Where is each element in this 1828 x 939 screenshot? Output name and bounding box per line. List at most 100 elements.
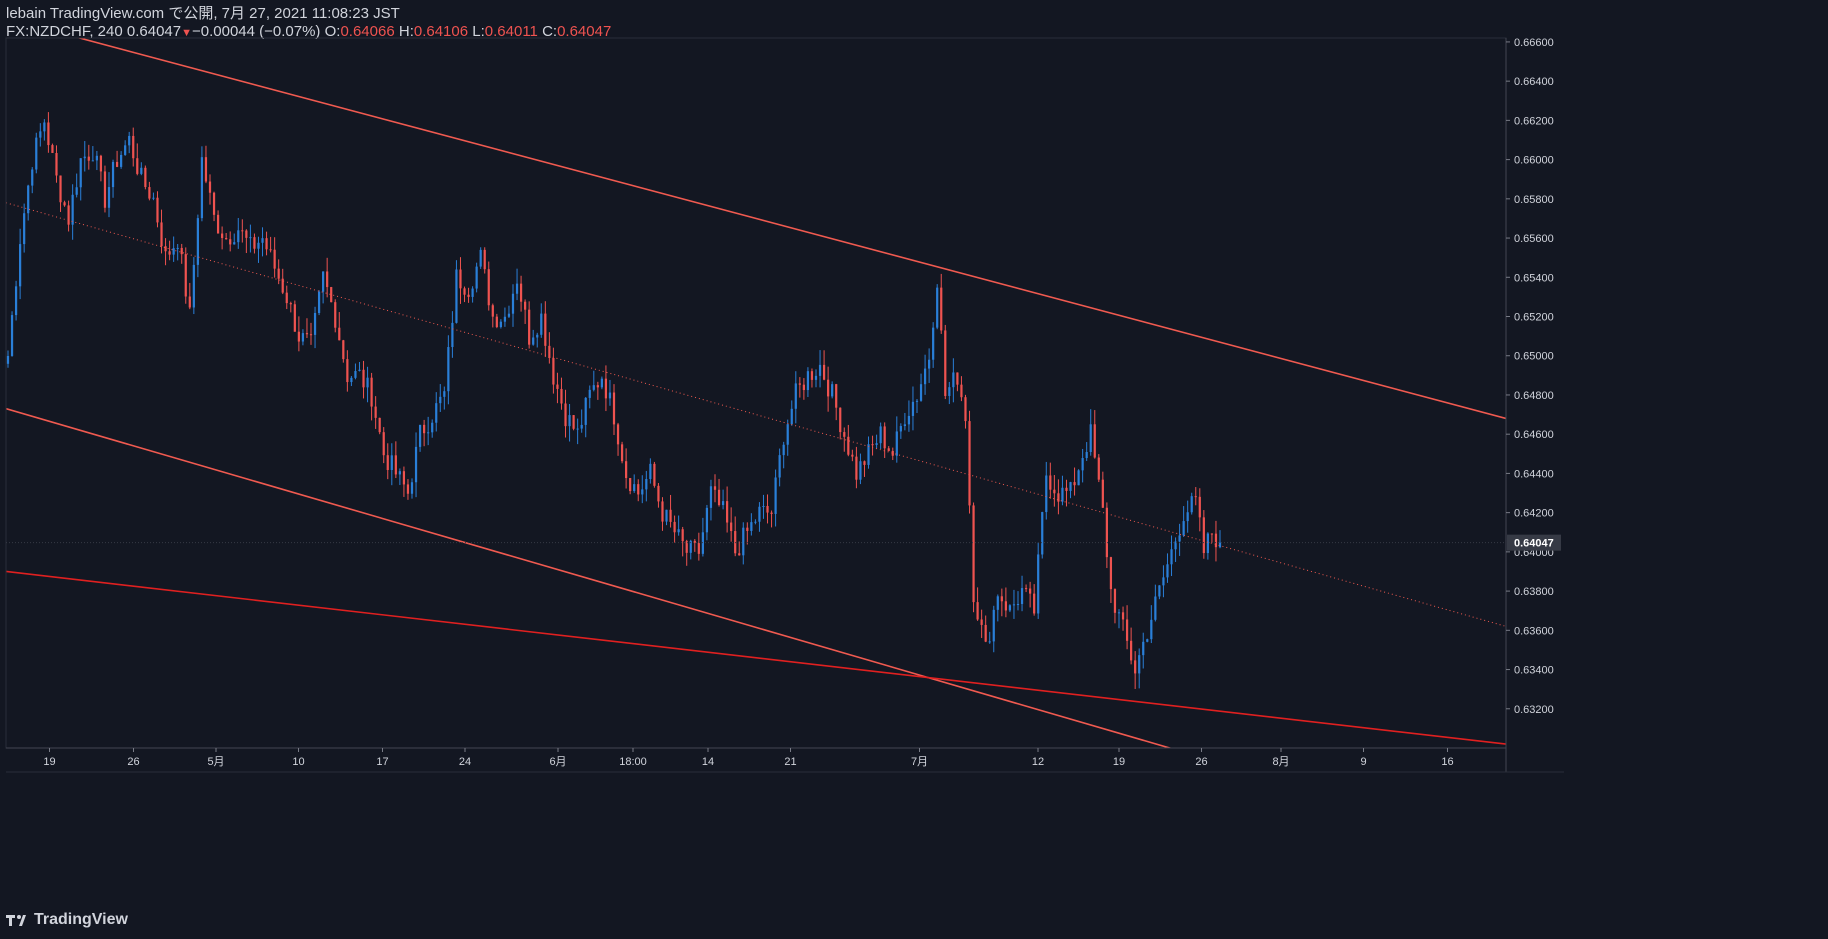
candle-body [1008, 605, 1012, 611]
candle-body [188, 296, 191, 308]
candle-body [515, 283, 519, 294]
candle-body [499, 321, 502, 328]
candle-body [1198, 496, 1201, 518]
channel-lower-line [6, 407, 1173, 748]
candle-body [459, 269, 462, 289]
candle-body [309, 334, 313, 336]
candle-body [406, 484, 410, 494]
candle-body [261, 238, 264, 243]
candle-body [350, 377, 353, 383]
candle-body [903, 424, 906, 427]
candle-body [754, 521, 757, 523]
candle-body [576, 428, 579, 430]
candle-body [257, 242, 260, 249]
time-tick-label: 14 [702, 756, 714, 768]
tradingview-branding[interactable]: TradingView [6, 909, 128, 931]
tradingview-logo-icon [6, 913, 28, 927]
candle-body [1214, 533, 1218, 548]
candle-body [103, 171, 107, 208]
candle-body [544, 313, 547, 346]
candle-body [168, 251, 171, 255]
plot-frame [5, 37, 1507, 749]
candle-body [23, 213, 26, 245]
candle-body [1049, 475, 1052, 490]
candle-body [225, 238, 228, 240]
price-tick-label: 0.66200 [1514, 115, 1554, 127]
symbol-label: FX:NZDCHF, 240 [6, 23, 123, 40]
price-chart[interactable]: 0.66600 0.66400 0.66200 0.66000 0.65800 0.656… [0, 0, 1828, 905]
candle-body [790, 408, 793, 425]
candle-body [564, 403, 567, 427]
candle-body [59, 175, 62, 203]
candle-body [1065, 487, 1068, 491]
candle-body [726, 501, 729, 523]
candle-body [1194, 496, 1197, 498]
candle-body [653, 463, 656, 486]
candle-body [479, 249, 482, 267]
candle-body [27, 185, 30, 214]
candle-body [111, 161, 115, 188]
candle-body [1033, 593, 1036, 614]
candle-body [932, 327, 935, 360]
candle-body [414, 446, 418, 483]
candle-body [693, 540, 696, 543]
candle-body [580, 424, 583, 429]
candle-body [1158, 585, 1161, 597]
time-tick-label: 9 [1360, 756, 1366, 768]
time-tick-label: 19 [1113, 756, 1125, 768]
candle-body [1146, 639, 1149, 642]
price-tick-label: 0.63800 [1514, 586, 1554, 598]
candle-body [435, 403, 438, 423]
candle-body [467, 294, 470, 297]
candle-body [976, 602, 979, 620]
candle-body [661, 501, 664, 522]
candle-body [200, 157, 204, 219]
candle-body [1113, 589, 1117, 613]
candle-body [301, 333, 305, 342]
candle-body [51, 145, 54, 153]
candle-body [843, 432, 846, 437]
time-tick-label: 21 [784, 756, 796, 768]
candle-body [233, 242, 236, 245]
candle-body [71, 194, 74, 225]
time-tick-label: 18:00 [619, 756, 647, 768]
candle-body [681, 529, 684, 542]
candle-body [1130, 640, 1133, 661]
candle-body [237, 230, 240, 243]
candle-body [418, 424, 422, 447]
price-tick-label: 0.64200 [1514, 508, 1554, 520]
high-label: H: [398, 23, 414, 40]
candle-body [14, 286, 18, 316]
candle-body [697, 542, 700, 554]
candle-body [35, 137, 38, 170]
candle-body [851, 454, 854, 457]
candle-body [633, 484, 636, 492]
candle-body [1109, 557, 1113, 590]
candle-body [548, 345, 551, 359]
price-tick-label: 0.64800 [1514, 390, 1554, 402]
time-tick-label: 5月 [207, 756, 224, 768]
candle-body [471, 288, 474, 297]
last-price: 0.64047 [126, 23, 182, 40]
candle-body [847, 436, 850, 455]
candle-body [1037, 554, 1040, 614]
candle-body [1218, 542, 1222, 548]
candle-body [556, 384, 559, 389]
candle-body [867, 444, 870, 465]
candle-body [176, 247, 179, 249]
candle-body [386, 455, 389, 471]
candle-body [552, 358, 555, 385]
candle-body [192, 264, 195, 308]
candle-body [1134, 660, 1137, 674]
candle-body [827, 379, 830, 397]
price-tick-label: 0.64600 [1514, 429, 1554, 441]
candle-body [204, 157, 208, 182]
candle-body [960, 384, 963, 398]
candle-body [338, 327, 341, 341]
candle-body [1020, 588, 1024, 604]
candle-body [273, 249, 276, 269]
candle-body [83, 156, 86, 159]
candle-body [560, 388, 563, 404]
candle-body [612, 392, 616, 425]
candle-body [984, 624, 987, 642]
